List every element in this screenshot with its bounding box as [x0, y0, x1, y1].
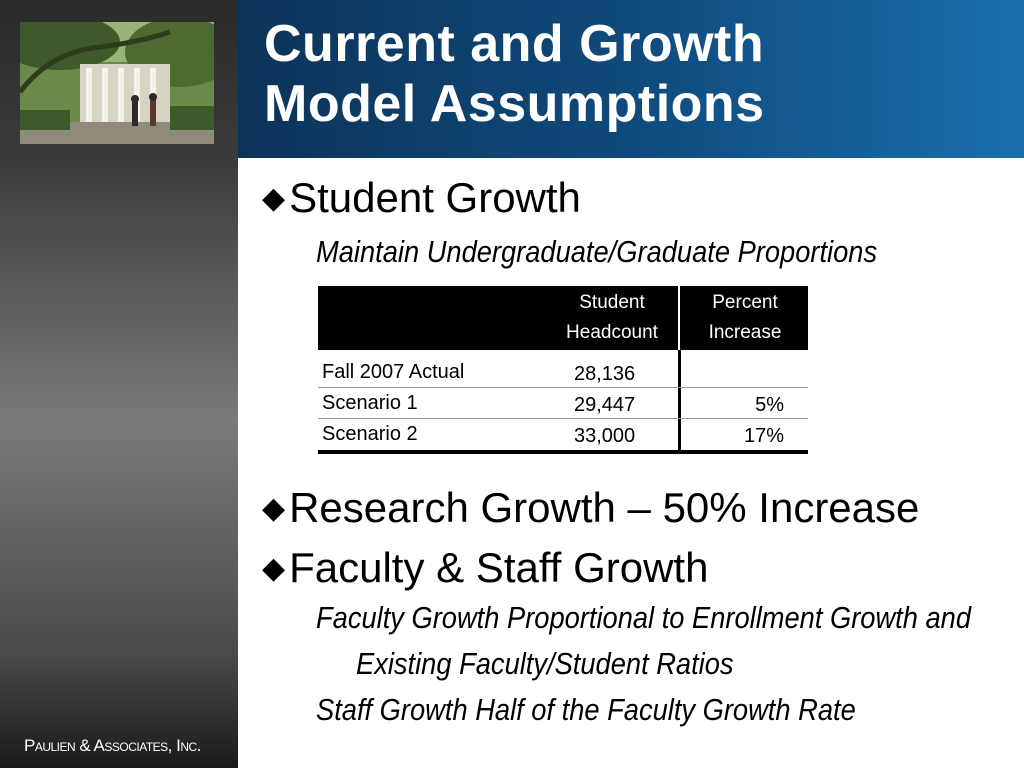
row-increase: 5% — [755, 394, 784, 416]
header-line: Increase — [708, 322, 782, 343]
diamond-bullet-icon: ◆ — [262, 552, 286, 585]
subtext-faculty-line-2: Existing Faculty/Student Ratios — [356, 646, 734, 681]
header-student-headcount: Student Headcount — [554, 288, 670, 348]
table-bottom-border — [318, 450, 808, 454]
header-percent-increase: Percent Increase — [684, 288, 806, 348]
slide-content: ◆Student Growth Maintain Undergraduate/G… — [238, 158, 1024, 768]
row-headcount: 28,136 — [574, 363, 636, 385]
table-row: Scenario 2 33,000 17% — [318, 418, 808, 449]
bullet-student-growth: ◆Student Growth — [262, 174, 581, 222]
row-label: Fall 2007 Actual — [322, 361, 465, 383]
bullet-text: Student Growth — [289, 174, 581, 221]
header-line: Headcount — [566, 322, 658, 343]
diamond-bullet-icon: ◆ — [262, 182, 286, 215]
title-band: Current and Growth Model Assumptions — [238, 0, 1024, 158]
row-headcount: 29,447 — [574, 394, 636, 416]
bullet-text: Faculty & Staff Growth — [289, 544, 709, 591]
table-row: Fall 2007 Actual 28,136 — [318, 356, 808, 387]
diamond-bullet-icon: ◆ — [262, 492, 286, 525]
headcount-table: Student Headcount Percent Increase Fall … — [318, 286, 808, 454]
slide-title: Current and Growth Model Assumptions — [264, 14, 765, 134]
header-column-divider — [678, 286, 680, 350]
sidebar: Paulien & Associates, Inc. — [0, 0, 238, 768]
subtext-staff-line: Staff Growth Half of the Faculty Growth … — [316, 692, 856, 727]
slide-title-line-1: Current and Growth — [264, 15, 765, 73]
bullet-text: Research Growth – 50% Increase — [289, 484, 920, 531]
row-headcount: 33,000 — [574, 425, 636, 447]
campus-photo — [20, 22, 214, 144]
company-name: Paulien & Associates, Inc. — [24, 736, 201, 755]
slide-title-line-2: Model Assumptions — [264, 75, 765, 133]
subtext-faculty-line-1: Faculty Growth Proportional to Enrollmen… — [316, 600, 972, 635]
row-divider — [318, 387, 808, 388]
row-label: Scenario 2 — [322, 423, 418, 445]
table-header: Student Headcount Percent Increase — [318, 286, 808, 350]
subtext-proportions: Maintain Undergraduate/Graduate Proporti… — [316, 234, 878, 269]
table-row: Scenario 1 29,447 5% — [318, 387, 808, 418]
bullet-research-growth: ◆Research Growth – 50% Increase — [262, 484, 919, 532]
row-increase: 17% — [743, 425, 784, 447]
row-label: Scenario 1 — [322, 392, 418, 414]
header-line: Percent — [712, 292, 778, 313]
table-column-divider — [678, 286, 681, 452]
header-line: Student — [579, 292, 645, 313]
campus-photo-image — [20, 22, 214, 144]
row-divider — [318, 418, 808, 419]
bullet-faculty-staff-growth: ◆Faculty & Staff Growth — [262, 544, 708, 592]
